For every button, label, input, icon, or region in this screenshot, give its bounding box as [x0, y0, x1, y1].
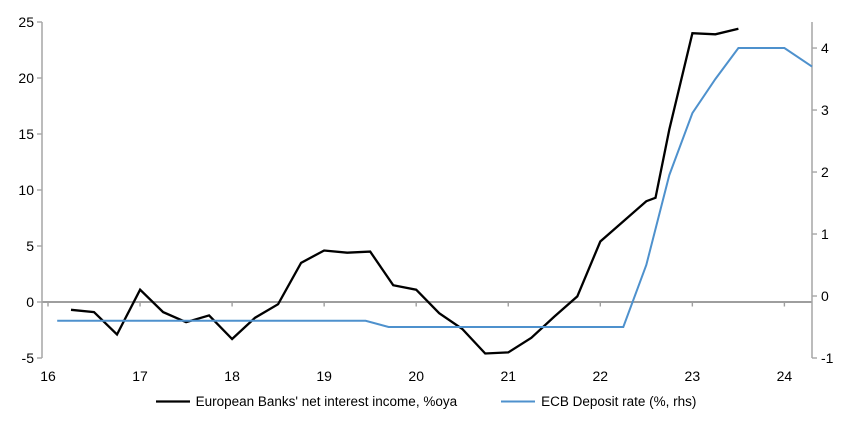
y-axis-left-tick-label: 15: [18, 126, 34, 142]
legend-label-net-interest-income: European Banks' net interest income, %oy…: [195, 394, 458, 409]
x-axis-tick-label: 20: [408, 368, 424, 384]
x-axis-tick-label: 21: [500, 368, 516, 384]
legend-line-swatch-black: [155, 400, 190, 403]
series-line-net-interest-income: [70, 27, 739, 355]
x-axis-tick-label: 22: [593, 368, 609, 384]
x-axis-tick-label: 19: [316, 368, 332, 384]
y-axis-left-tick-label: 20: [18, 70, 34, 86]
x-axis-tick-label: 16: [40, 368, 56, 384]
y-axis-right-tick-label: -1: [821, 350, 834, 366]
legend-line-swatch-blue: [501, 400, 536, 403]
y-axis-right-tick-label: 3: [821, 102, 829, 118]
y-axis-right-tick-label: 0: [821, 288, 829, 304]
x-axis-tick-label: 23: [685, 368, 701, 384]
y-axis-right-tick-label: 2: [821, 164, 829, 180]
chart-legend: European Banks' net interest income, %oy…: [0, 394, 852, 409]
y-axis-right-tick-label: 4: [821, 40, 829, 56]
y-axis-left-tick-label: 0: [26, 294, 34, 310]
legend-item-net-interest-income: European Banks' net interest income, %oy…: [155, 394, 458, 409]
series-line-ecb-deposit-rate: [57, 47, 813, 328]
legend-label-ecb-deposit-rate: ECB Deposit rate (%, rhs): [541, 394, 697, 409]
x-axis-tick-label: 18: [224, 368, 240, 384]
legend-item-ecb-deposit-rate: ECB Deposit rate (%, rhs): [501, 394, 696, 409]
x-axis-tick-label: 24: [777, 368, 793, 384]
y-axis-left-tick-label: 5: [26, 238, 34, 254]
x-axis-tick-label: 17: [132, 368, 148, 384]
y-axis-left-tick-label: -5: [22, 350, 35, 366]
y-axis-left-tick-label: 25: [18, 14, 34, 30]
y-axis-left-tick-label: 10: [18, 182, 34, 198]
y-axis-right-tick-label: 1: [821, 226, 829, 242]
